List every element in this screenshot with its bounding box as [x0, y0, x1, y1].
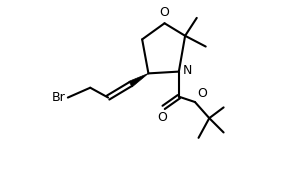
Text: O: O [157, 111, 167, 124]
Text: O: O [197, 87, 207, 100]
Text: N: N [183, 64, 192, 77]
Text: Br: Br [52, 91, 66, 104]
Text: O: O [160, 6, 169, 19]
Polygon shape [129, 73, 148, 87]
